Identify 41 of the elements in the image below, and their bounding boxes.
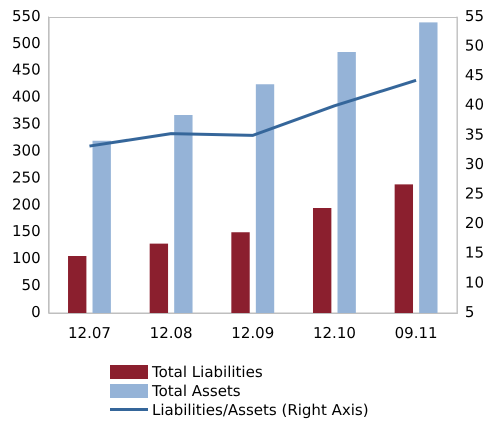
y-tick-label: 150 xyxy=(12,222,41,240)
y2-tick-label: 40 xyxy=(464,96,484,114)
x-tick-label: 12.10 xyxy=(312,324,356,342)
y-tick-label: 200 xyxy=(12,195,41,214)
legend-label: Total Liabilities xyxy=(152,362,263,380)
y2-tick-label: 35 xyxy=(464,125,484,144)
y-tick-label: 350 xyxy=(12,114,41,133)
bar xyxy=(312,208,332,313)
y2-tick-label: 10 xyxy=(464,273,484,292)
y-tick-label: 0 xyxy=(31,302,41,321)
y2-tick-label: 30 xyxy=(464,154,484,173)
x-tick-label: 12.08 xyxy=(150,324,193,342)
bar xyxy=(174,114,193,313)
y-tick-label: 450 xyxy=(12,60,41,79)
y2-tick-label: 5 xyxy=(464,302,474,321)
y2-tick-label: 45 xyxy=(464,66,484,84)
y-tick-label: 500 xyxy=(12,34,41,52)
bar xyxy=(68,256,86,313)
y-tick-label: 100 xyxy=(12,249,41,268)
y2-tick-label: 20 xyxy=(464,214,484,232)
y2-tick-label: 55 xyxy=(464,6,484,25)
y2-tick-label: 25 xyxy=(464,184,484,202)
bar xyxy=(337,52,356,313)
x-tick-label: 12.09 xyxy=(231,324,274,342)
x-tick-label: 12.07 xyxy=(68,324,111,342)
bar xyxy=(150,244,168,313)
y-tick-label: 250 xyxy=(12,168,41,186)
legend-label: Liabilities/Assets (Right Axis) xyxy=(152,400,369,418)
legend-label: Total Assets xyxy=(152,382,241,400)
y-tick-label: 400 xyxy=(12,88,41,106)
y2-tick-label: 50 xyxy=(464,36,484,54)
y-tick-label: 550 xyxy=(12,6,41,25)
bar xyxy=(92,140,111,313)
y2-tick-label: 15 xyxy=(464,244,484,262)
y-tick-label: 50 xyxy=(22,276,41,294)
bar xyxy=(256,84,274,313)
bar xyxy=(419,22,438,313)
bar xyxy=(394,184,414,313)
x-tick-label: 09.11 xyxy=(394,324,438,342)
y-tick-label: 300 xyxy=(12,141,41,160)
bar xyxy=(231,232,250,313)
